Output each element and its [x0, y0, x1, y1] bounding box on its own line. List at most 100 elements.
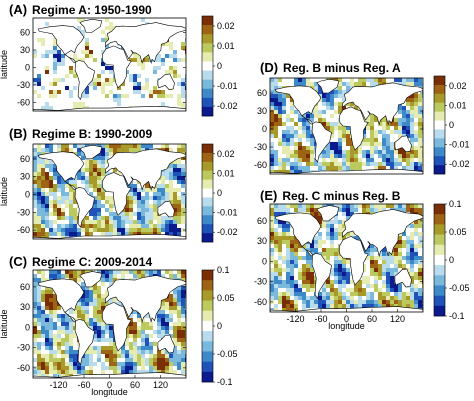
heatmap-cell [73, 274, 78, 279]
heatmap-cell [414, 130, 419, 135]
heatmap-cell [422, 264, 423, 269]
heatmap-cell [185, 98, 186, 103]
heatmap-cell [65, 106, 70, 111]
heatmap-cell [318, 162, 323, 167]
heatmap-cell [181, 54, 186, 59]
heatmap-cell [290, 146, 295, 151]
heatmap-cell [342, 212, 347, 217]
heatmap-cell [330, 256, 335, 261]
heatmap-cell [342, 130, 347, 135]
heatmap-cell [73, 278, 78, 283]
heatmap-cell [109, 98, 114, 103]
heatmap-cell [33, 184, 38, 189]
heatmap-cell [173, 330, 178, 335]
heatmap-cell [181, 278, 186, 283]
heatmap-cell [85, 62, 90, 67]
heatmap-cell [125, 228, 130, 233]
heatmap-cell [113, 90, 118, 95]
heatmap-cell [141, 148, 146, 153]
heatmap-cell [306, 110, 311, 115]
heatmap-cell [326, 220, 331, 225]
heatmap-cell [117, 358, 122, 363]
heatmap-cell [165, 98, 170, 103]
heatmap-cell [342, 106, 347, 111]
heatmap-cell [390, 260, 395, 265]
heatmap-cell [286, 154, 291, 159]
heatmap-cell [306, 130, 311, 135]
heatmap-cell [173, 204, 178, 209]
heatmap-cell [282, 130, 287, 135]
heatmap-cell [410, 122, 415, 127]
heatmap-cell [109, 78, 114, 83]
heatmap-cell [109, 212, 114, 217]
heatmap-cell [105, 362, 110, 367]
heatmap-cell [93, 318, 98, 323]
heatmap-cell [109, 86, 114, 91]
panel-b-land [33, 144, 186, 239]
heatmap-cell [310, 264, 315, 269]
heatmap-cell [101, 172, 106, 177]
heatmap-cell [278, 208, 283, 213]
heatmap-cell [185, 172, 186, 177]
heatmap-cell [298, 170, 303, 174]
heatmap-cell [402, 166, 407, 171]
heatmap-cell [33, 82, 38, 87]
heatmap-cell [89, 86, 94, 91]
heatmap-cell [93, 188, 98, 193]
heatmap-cell [362, 162, 367, 167]
heatmap-cell [69, 216, 74, 221]
heatmap-cell [173, 274, 178, 279]
heatmap-cell [121, 82, 126, 87]
heatmap-cell [286, 296, 291, 301]
heatmap-cell [362, 150, 367, 155]
heatmap-cell [45, 224, 50, 229]
heatmap-cell [121, 220, 126, 225]
heatmap-cell [338, 130, 343, 135]
heatmap-cell [129, 102, 134, 107]
panel-d: (D) Reg. B minus Reg. A 60 30 0 -30 -60 0.02 0.… [246, 58, 474, 186]
heatmap-cell [185, 326, 186, 331]
heatmap-cell [85, 188, 90, 193]
heatmap-cell [286, 260, 291, 265]
heatmap-cell [105, 208, 110, 213]
heatmap-cell [322, 288, 327, 293]
heatmap-cell [49, 232, 54, 237]
heatmap-cell [93, 98, 98, 103]
heatmap-cell [410, 162, 415, 167]
heatmap-cell [173, 164, 178, 169]
heatmap-cell [330, 134, 335, 139]
heatmap-cell [33, 290, 38, 295]
heatmap-cell [97, 26, 102, 31]
heatmap-cell [125, 350, 130, 355]
heatmap-cell [97, 366, 102, 371]
heatmap-cell [302, 150, 307, 155]
heatmap-cell [278, 224, 283, 229]
heatmap-cell [330, 142, 335, 147]
heatmap-cell [85, 180, 90, 185]
heatmap-cell [394, 130, 399, 135]
heatmap-cell [141, 192, 146, 197]
heatmap-cell [326, 150, 331, 155]
heatmap-cell [65, 370, 70, 375]
heatmap-cell [278, 134, 283, 139]
heatmap-cell [414, 138, 419, 143]
heatmap-cell [93, 306, 98, 311]
heatmap-cell [177, 192, 182, 197]
heatmap-cell [338, 280, 343, 285]
heatmap-cell [342, 134, 347, 139]
heatmap-cell [274, 114, 279, 119]
heatmap-cell [278, 288, 283, 293]
heatmap-cell [49, 330, 54, 335]
heatmap-cell [286, 98, 291, 103]
heatmap-cell [314, 114, 319, 119]
heatmap-cell [85, 306, 90, 311]
heatmap-cell [165, 94, 170, 99]
heatmap-cell [85, 358, 90, 363]
heatmap-cell [153, 330, 158, 335]
heatmap-cell [65, 216, 70, 221]
heatmap-cell [390, 158, 395, 163]
heatmap-cell [125, 362, 130, 367]
heatmap-cell [153, 66, 158, 71]
heatmap-cell [89, 66, 94, 71]
heatmap-cell [165, 70, 170, 75]
